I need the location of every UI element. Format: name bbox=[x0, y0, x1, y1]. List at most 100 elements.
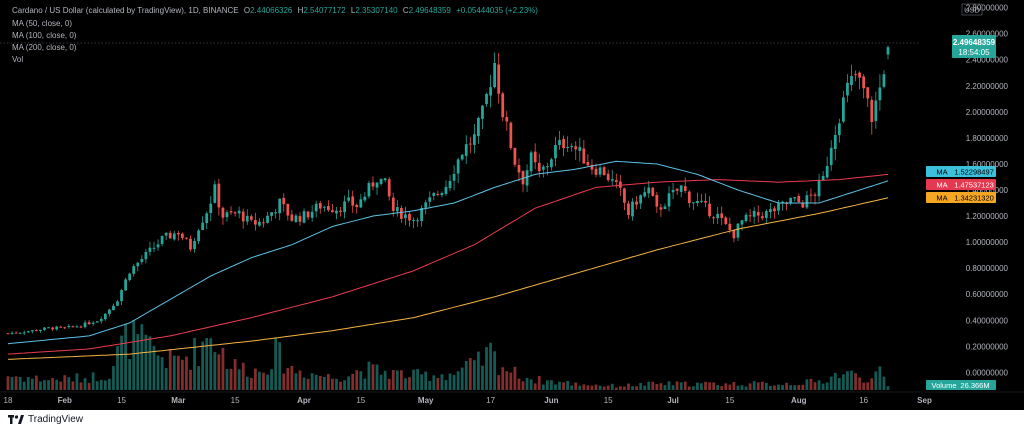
candle-body bbox=[229, 211, 233, 213]
ma100-line bbox=[7, 173, 889, 355]
candle-body bbox=[245, 215, 249, 222]
volume-bar bbox=[180, 359, 184, 390]
time-axis[interactable]: 18 Feb 15 Mar 15 Apr 15 May 17 Jun 15 Jul 15 Aug 16 Sep bbox=[0, 391, 1024, 405]
price-badge-value: 2.49648359 bbox=[953, 38, 996, 47]
volume-bar bbox=[805, 379, 809, 390]
ma200-badge bbox=[926, 192, 996, 203]
candle-body bbox=[355, 204, 359, 207]
candle-body bbox=[525, 170, 529, 186]
volume-bar bbox=[217, 354, 221, 390]
volume-bar bbox=[322, 376, 326, 390]
candle-body bbox=[679, 185, 683, 192]
volume-bar bbox=[602, 386, 606, 390]
volume-bar bbox=[399, 370, 403, 390]
candle-body bbox=[493, 62, 497, 88]
candle-body bbox=[176, 232, 180, 235]
volume-bar bbox=[489, 342, 492, 390]
candle-body bbox=[870, 99, 874, 123]
volume-bar bbox=[817, 380, 821, 390]
candle-body bbox=[136, 262, 140, 267]
candle-body bbox=[550, 159, 553, 168]
volume-bar bbox=[91, 372, 95, 390]
volume-bar bbox=[347, 376, 351, 390]
price-axis-tick: 2.00000000 bbox=[966, 108, 1009, 117]
candle-body bbox=[545, 166, 549, 168]
volume-bar bbox=[6, 376, 10, 390]
indicator-volume[interactable]: Vol bbox=[12, 55, 24, 64]
volume-bar bbox=[420, 374, 424, 390]
candle-body bbox=[59, 326, 63, 328]
candle-body bbox=[375, 182, 379, 188]
currency-box[interactable] bbox=[961, 3, 983, 16]
ma50-line bbox=[7, 160, 889, 345]
candle-body bbox=[140, 259, 144, 263]
volume-bar bbox=[408, 377, 411, 390]
volume-bar bbox=[769, 385, 772, 390]
candle-body bbox=[805, 195, 809, 208]
volume-bar bbox=[124, 323, 127, 390]
volume-bar bbox=[282, 373, 286, 390]
volume-bar bbox=[578, 385, 582, 390]
volume-bar bbox=[862, 382, 866, 390]
volume-bar bbox=[618, 386, 622, 390]
candle-body bbox=[886, 47, 890, 55]
symbol-title[interactable]: Cardano / US Dollar (calculated by Tradi… bbox=[12, 6, 239, 15]
volume-bar bbox=[679, 382, 683, 390]
volume-bar bbox=[428, 380, 432, 390]
candle-body bbox=[22, 332, 26, 334]
candle-body bbox=[712, 217, 716, 219]
volume-bar bbox=[801, 384, 805, 390]
candle-body bbox=[590, 164, 594, 170]
volume-bar bbox=[781, 385, 784, 390]
candle-body bbox=[752, 210, 756, 217]
volume-bar bbox=[43, 380, 46, 390]
price-axis-tick: 1.80000000 bbox=[966, 134, 1009, 143]
candle-body bbox=[253, 220, 257, 225]
candle-body bbox=[189, 238, 192, 250]
candle-body bbox=[6, 333, 10, 335]
ma200-line bbox=[7, 197, 889, 360]
candle-body bbox=[172, 233, 176, 240]
volume-bar bbox=[497, 375, 501, 390]
price-axis[interactable]: 2.80000000 2.60000000 2.40000000 2.20000000… bbox=[966, 4, 1009, 378]
candle-body bbox=[302, 211, 306, 223]
indicator-ma200[interactable]: MA (200, close, 0) bbox=[12, 43, 77, 52]
candle-body bbox=[837, 123, 841, 136]
price-axis-tick: 2.60000000 bbox=[966, 30, 1009, 39]
volume-bar bbox=[724, 383, 728, 390]
volume-bar bbox=[71, 381, 75, 390]
candle-body bbox=[395, 207, 399, 212]
indicator-ma50[interactable]: MA (50, close, 0) bbox=[12, 19, 73, 28]
candle-body bbox=[351, 196, 355, 206]
candle-body bbox=[785, 203, 788, 205]
volume-bar bbox=[850, 370, 853, 390]
volume-bar bbox=[708, 382, 711, 390]
price-badge bbox=[952, 35, 996, 58]
candle-body bbox=[578, 146, 582, 151]
candle-body bbox=[221, 207, 225, 218]
volume-bar bbox=[545, 380, 549, 390]
time-axis-tick: 15 bbox=[117, 396, 126, 405]
volume-badge-label: Volume bbox=[931, 381, 956, 390]
volume-bar bbox=[574, 382, 578, 390]
time-axis-tick: Feb bbox=[58, 396, 72, 405]
volume-bar bbox=[813, 382, 817, 390]
volume-bar bbox=[140, 324, 144, 390]
volume-bar bbox=[436, 377, 440, 390]
candle-body bbox=[570, 146, 574, 148]
volume-bar bbox=[387, 378, 391, 390]
volume-bar bbox=[26, 377, 30, 390]
candle-body bbox=[258, 221, 261, 226]
tradingview-branding[interactable]: TradingView bbox=[8, 414, 83, 425]
candle-body bbox=[854, 74, 857, 76]
indicator-ma100[interactable]: MA (100, close, 0) bbox=[12, 31, 77, 40]
low-value: 2.35307140 bbox=[355, 6, 398, 15]
candle-body bbox=[647, 187, 651, 194]
candle-body bbox=[821, 175, 825, 181]
ohlc-legend: Cardano / US Dollar (calculated by Tradi… bbox=[12, 6, 541, 15]
volume-bar bbox=[691, 386, 695, 390]
candle-body bbox=[278, 198, 282, 214]
candle-body bbox=[651, 187, 655, 196]
